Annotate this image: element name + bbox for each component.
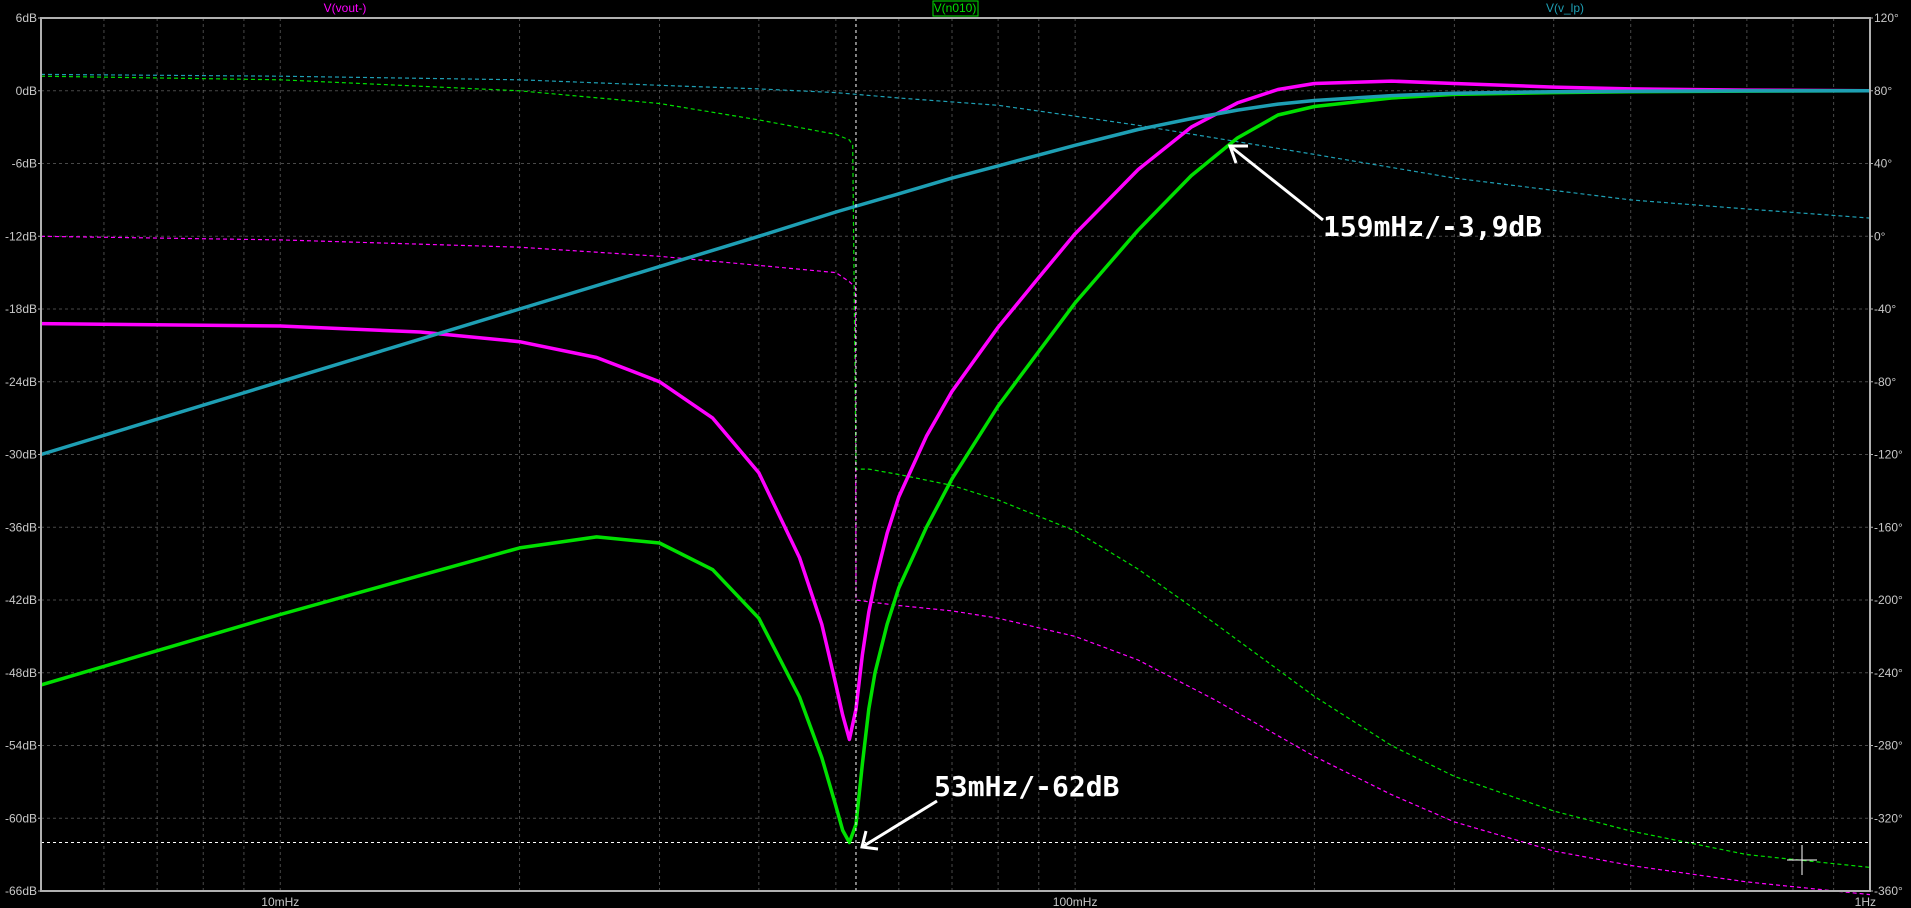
y-left-tick-label: 6dB [16,11,37,25]
phase-traces [40,73,1871,896]
y-right-tick-label: 80° [1874,84,1892,98]
magnitude-trace-n010 [40,89,1871,845]
phase-trace-vout [40,235,1871,896]
annotation-arrowhead-1 [1227,144,1248,164]
y-left-tick-label: 0dB [16,84,37,98]
y-left-tick-label: -36dB [5,520,37,534]
y-right-tick-label: -40° [1874,302,1896,316]
y-left-tick-label: -30dB [5,448,37,462]
plot-frame [40,17,1871,892]
trace-label-vout[interactable]: V(vout-) [324,1,367,15]
y-right-tick-label: -320° [1874,811,1903,825]
magnitude-trace-vout [40,79,1871,742]
annotation-arrow-1 [1229,144,1324,222]
trace-label-n010[interactable]: V(n010) [934,1,977,15]
annotation-arrowhead-2 [860,830,879,851]
y-right-tick-label: -200° [1874,593,1903,607]
y-right-tick-label: 120° [1874,11,1899,25]
y-left-tick-label: -24dB [5,375,37,389]
cursor[interactable] [41,18,1870,891]
annotation-arrow-2 [861,799,938,849]
y-left-tick-label: -42dB [5,593,37,607]
x-tick-label: 10mHz [261,895,299,908]
y-right-tick-label: -80° [1874,375,1896,389]
y-left-tick-label: -18dB [5,302,37,316]
y-left-tick-label: -6dB [12,157,37,171]
y-right-tick-label: -120° [1874,448,1903,462]
y-left-tick-label: -60dB [5,811,37,825]
y-right-tick-label: -360° [1874,884,1903,898]
y-right-tick-label: 0° [1874,229,1886,243]
y-left-tick-label: -48dB [5,666,37,680]
y-right-tick-label: -160° [1874,520,1903,534]
annotation-label-1: 159mHz/-3,9dB [1323,210,1542,243]
phase-trace-vlp [40,73,1871,219]
y-right-tick-label: -280° [1874,739,1903,753]
annotation-label-2: 53mHz/-62dB [934,770,1119,803]
axis-ticks: 6dB 0dB -6dB -12dB -18dB -24dB -30dB -36dB -42dB… [5,11,1903,908]
grid [41,18,1870,891]
phase-trace-n010 [40,75,1871,868]
magnitude-traces [40,79,1871,845]
y-left-tick-label: -54dB [5,739,37,753]
y-right-tick-label: -240° [1874,666,1903,680]
x-tick-label: 100mHz [1053,895,1098,908]
magnitude-trace-vlp [40,89,1871,457]
y-right-tick-label: 40° [1874,157,1892,171]
y-left-tick-label: -66dB [5,884,37,898]
y-left-tick-label: -12dB [5,229,37,243]
annotations: 159mHz/-3,9dB 53mHz/-62dB [860,144,1542,851]
trace-label-n010-group[interactable]: V(n010) [932,0,979,17]
trace-label-vlp[interactable]: V(v_lp) [1546,1,1584,15]
x-tick-label: 1Hz [1855,895,1876,908]
